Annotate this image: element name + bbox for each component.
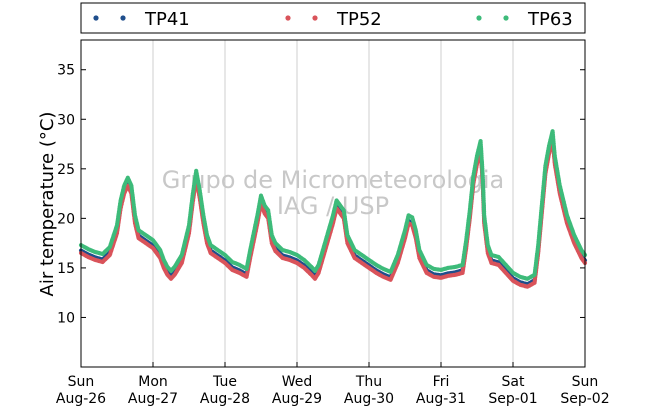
legend-item-TP63: TP63 — [476, 9, 573, 30]
y-tick-label: 25 — [57, 162, 75, 178]
x-tick-label-day: Mon — [138, 374, 168, 390]
x-tick-label-date: Aug-26 — [56, 391, 106, 407]
y-tick-label: 30 — [57, 112, 75, 128]
x-tick-label-day: Sat — [502, 374, 525, 390]
x-tick-label-date: Aug-28 — [200, 391, 250, 407]
x-tick-label-day: Thu — [355, 374, 382, 390]
y-tick-label: 10 — [57, 310, 75, 326]
x-tick-label-day: Tue — [212, 374, 237, 390]
x-tick-label-date: Aug-31 — [416, 391, 466, 407]
x-tick-label-day: Sun — [572, 374, 599, 390]
x-tick-label-date: Aug-30 — [344, 391, 394, 407]
plot-frame — [80, 39, 586, 368]
x-tick-label-date: Aug-27 — [128, 391, 178, 407]
legend-marker — [312, 15, 318, 21]
legend-item-TP52: TP52 — [285, 9, 382, 30]
y-tick-label: 20 — [57, 211, 75, 227]
legend-label: TP41 — [144, 9, 190, 30]
y-tick-label: 15 — [57, 261, 75, 277]
x-tick-label-day: Sun — [68, 374, 95, 390]
x-tick-label-day: Wed — [282, 374, 313, 390]
x-axis-ticks: SunAug-26MonAug-27TueAug-28WedAug-29ThuA… — [56, 362, 610, 407]
x-tick-label-date: Aug-29 — [272, 391, 322, 407]
vertical-gridlines — [152, 40, 514, 367]
legend-marker — [503, 15, 509, 21]
x-tick-label-day: Fri — [433, 374, 450, 390]
y-axis-label: Air temperature (°C) — [37, 112, 58, 297]
legend-label: TP52 — [336, 9, 382, 30]
legend-marker — [476, 15, 482, 21]
legend-item-TP41: TP41 — [93, 9, 190, 30]
x-tick-label-date: Sep-02 — [560, 391, 609, 407]
legend-marker — [120, 15, 126, 21]
y-axis-ticks: 10 15 20 25 30 35 — [57, 63, 585, 326]
y-tick-label: 35 — [57, 63, 75, 79]
legend-marker — [285, 15, 291, 21]
legend: TP41 TP52 TP63 — [80, 2, 586, 34]
watermark-line-1: Grupo de Micrometeorologia — [162, 166, 504, 194]
x-tick-label-date: Sep-01 — [488, 391, 537, 407]
legend-label: TP63 — [527, 9, 573, 30]
legend-marker — [93, 15, 99, 21]
legend-box — [80, 2, 586, 34]
